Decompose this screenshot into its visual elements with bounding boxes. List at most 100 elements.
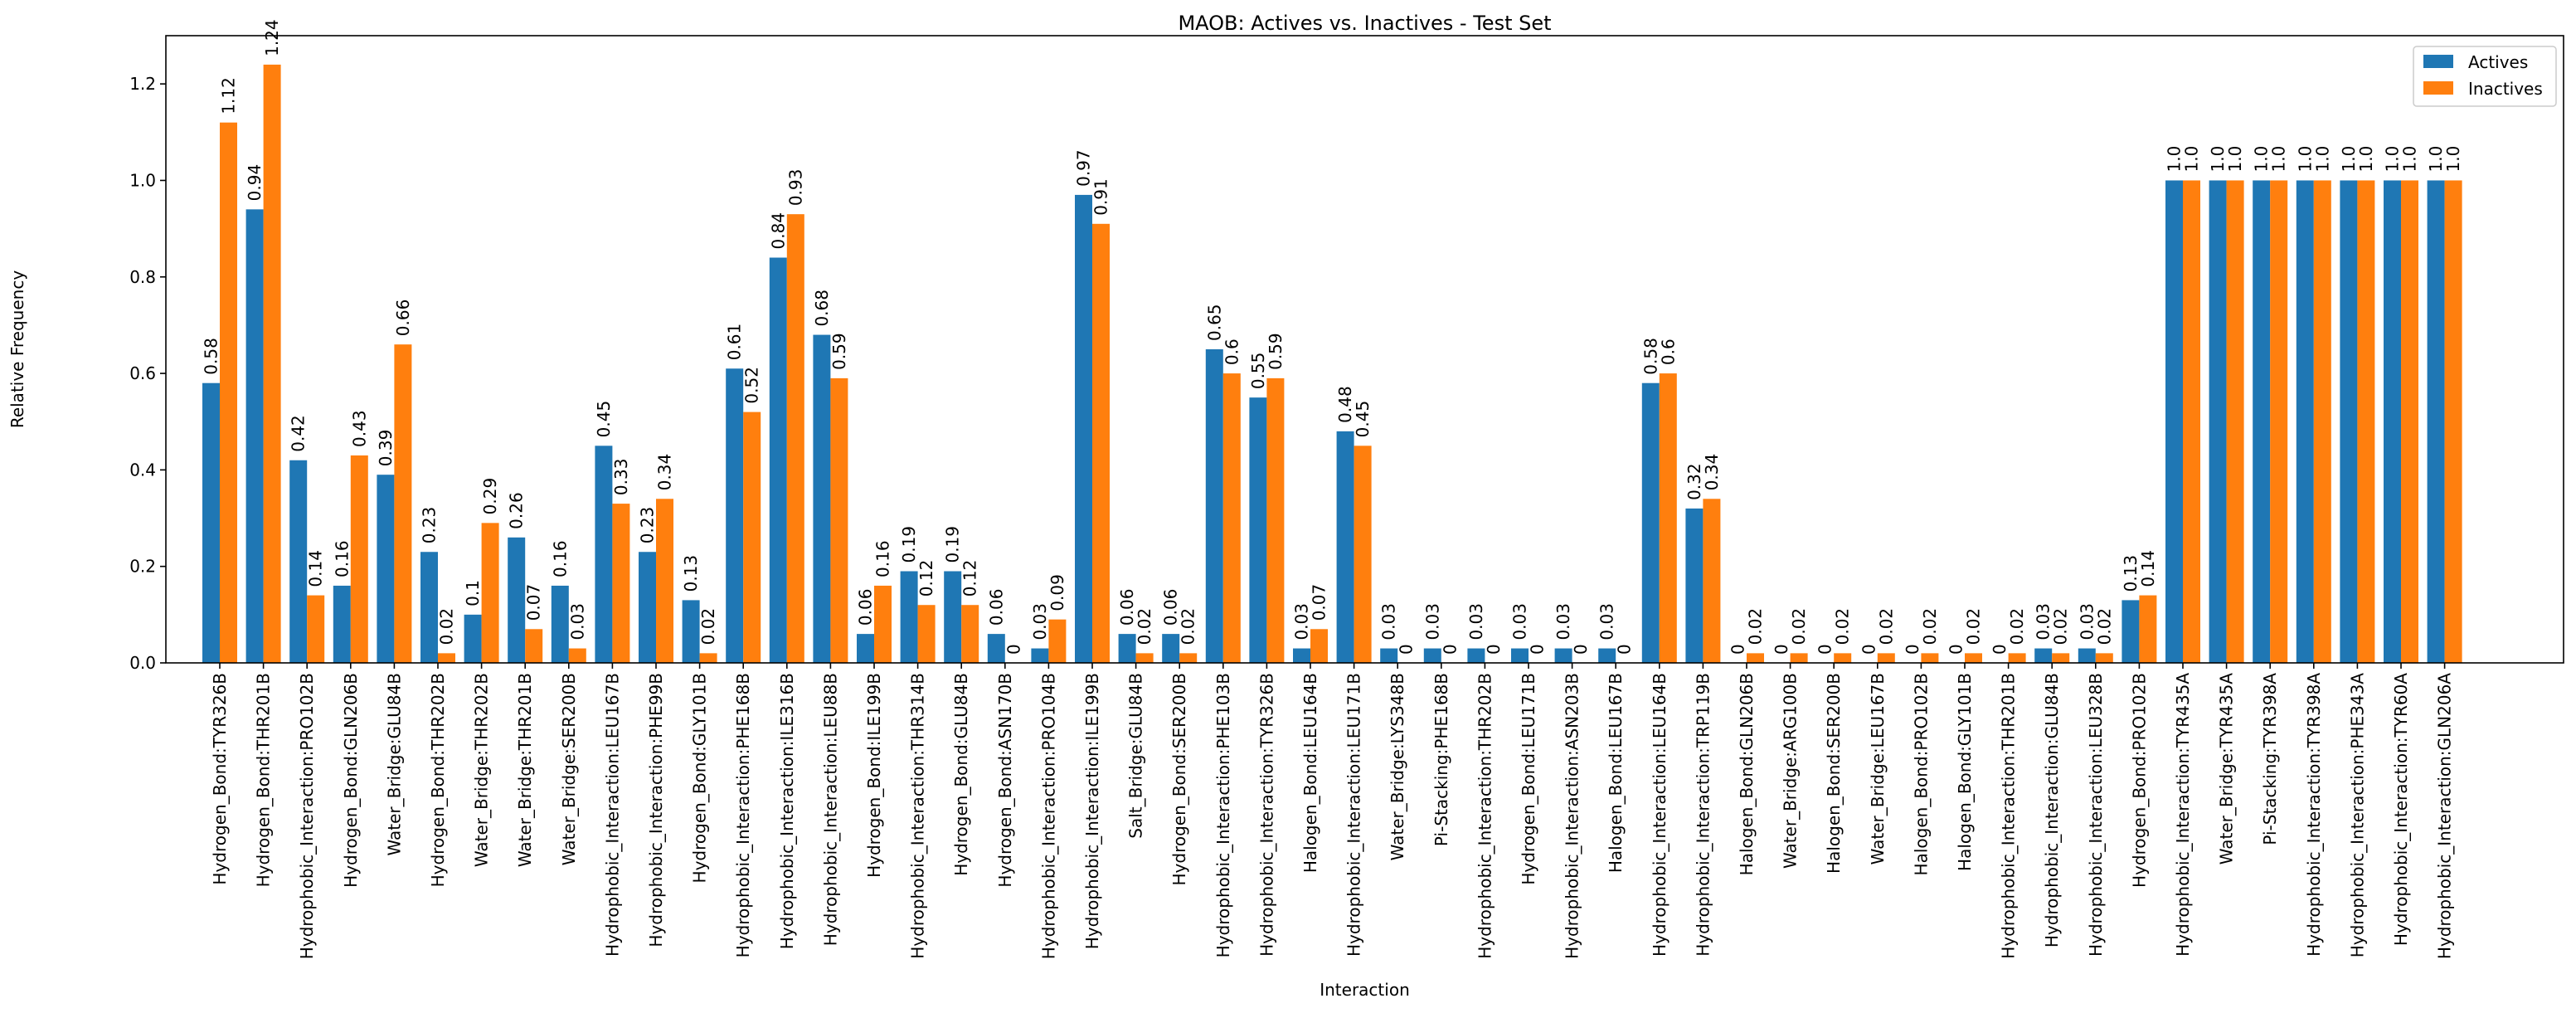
bar-actives-29	[1467, 648, 1485, 663]
bar-inactives-46	[2226, 180, 2244, 663]
bar-inactives-15	[874, 585, 892, 663]
x-tick-label-49: Hydrophobic_Interaction:PHE343A	[2347, 673, 2367, 958]
bar-label-actives-7: 0.26	[507, 492, 527, 529]
bar-inactives-33	[1659, 373, 1677, 663]
bar-inactives-50	[2401, 180, 2418, 663]
bar-label-actives-48: 1.0	[2295, 146, 2315, 173]
bar-label-inactives-1: 1.24	[262, 19, 282, 56]
x-tick-label-9: Hydrophobic_Interaction:LEU167B	[602, 673, 622, 957]
x-tick-label-28: Pi-Stacking:PHE168B	[1431, 673, 1451, 846]
bar-label-inactives-46: 1.0	[2225, 146, 2245, 173]
bar-inactives-16	[917, 605, 936, 663]
bar-label-actives-39: 0	[1903, 644, 1922, 655]
x-tick-label-19: Hydrophobic_Interaction:PRO104B	[1038, 673, 1058, 959]
x-tick-label-47: Pi-Stacking:TYR398A	[2260, 673, 2280, 845]
x-tick-label-6: Water_Bridge:THR202B	[472, 673, 492, 867]
x-tick-label-35: Halogen_Bond:GLN206B	[1737, 673, 1757, 875]
x-tick-label-30: Hydrogen_Bond:LEU171B	[1519, 673, 1538, 885]
bar-actives-5	[420, 552, 438, 663]
bar-actives-22	[1162, 634, 1180, 663]
bar-label-inactives-7: 0.07	[524, 584, 544, 621]
x-tick-label-12: Hydrophobic_Interaction:PHE168B	[733, 673, 753, 957]
bars-layer	[202, 64, 2462, 664]
x-tick-label-45: Hydrophobic_Interaction:TYR435A	[2173, 673, 2193, 957]
bar-label-inactives-18: 0	[1004, 644, 1023, 655]
x-tick-label-2: Hydrophobic_Interaction:PRO102B	[297, 673, 317, 959]
bar-inactives-4	[394, 344, 412, 663]
x-tick-label-50: Hydrophobic_Interaction:TYR60A	[2391, 673, 2411, 946]
x-tick-label-23: Hydrophobic_Interaction:PHE103B	[1213, 673, 1233, 957]
bar-label-actives-0: 0.58	[202, 338, 221, 375]
bar-inactives-21	[1135, 653, 1154, 663]
bar-inactives-36	[1790, 653, 1808, 663]
x-tick-label-7: Water_Bridge:THR201B	[515, 673, 535, 867]
x-axis-label: Interaction	[1320, 980, 1410, 1000]
bar-inactives-47	[2270, 180, 2288, 663]
bar-inactives-9	[612, 504, 630, 663]
bar-actives-0	[202, 382, 220, 663]
bar-label-actives-44: 0.13	[2121, 555, 2141, 592]
bar-label-actives-38: 0	[1859, 644, 1879, 655]
bar-label-inactives-13: 0.93	[785, 169, 805, 207]
bar-label-inactives-26: 0.45	[1353, 401, 1373, 438]
bar-label-actives-35: 0	[1728, 644, 1748, 655]
bar-label-actives-25: 0.03	[1292, 603, 1312, 640]
bar-inactives-13	[786, 214, 804, 663]
bar-inactives-43	[2095, 653, 2113, 663]
bar-label-actives-18: 0.06	[986, 589, 1006, 626]
bar-inactives-26	[1354, 446, 1372, 663]
bar-inactives-8	[568, 648, 586, 663]
bar-label-actives-15: 0.06	[856, 589, 876, 626]
bar-label-inactives-32: 0	[1615, 644, 1635, 655]
bar-label-actives-46: 1.0	[2208, 146, 2228, 173]
bar-label-inactives-39: 0.02	[1920, 608, 1940, 645]
y-tick-label-3: 0.6	[129, 363, 156, 383]
bar-label-actives-31: 0.03	[1553, 603, 1573, 640]
bar-actives-16	[900, 571, 918, 663]
x-tick-label-17: Hydrogen_Bond:GLU84B	[951, 673, 971, 876]
bar-actives-18	[987, 634, 1005, 663]
bar-label-actives-23: 0.65	[1204, 304, 1224, 341]
bar-label-inactives-6: 0.29	[480, 478, 500, 515]
bar-label-inactives-22: 0.02	[1179, 608, 1198, 645]
bar-actives-46	[2209, 180, 2227, 663]
bar-label-actives-33: 0.58	[1640, 338, 1660, 375]
bar-label-actives-50: 1.0	[2383, 146, 2403, 173]
bar-label-inactives-4: 0.66	[393, 300, 413, 337]
bar-inactives-45	[2183, 180, 2200, 663]
x-tick-label-39: Halogen_Bond:PRO102B	[1911, 673, 1931, 875]
bar-actives-4	[377, 475, 395, 663]
y-axis-label: Relative Frequency	[7, 270, 27, 428]
y-tick-label-6: 1.2	[129, 74, 156, 94]
bar-label-actives-1: 0.94	[245, 164, 265, 202]
bar-actives-24	[1249, 397, 1267, 663]
bar-label-inactives-50: 1.0	[2400, 146, 2420, 173]
bar-inactives-48	[2313, 180, 2331, 663]
x-tick-label-25: Halogen_Bond:LEU164B	[1300, 673, 1320, 873]
x-tick-label-29: Hydrophobic_Interaction:THR202B	[1475, 673, 1495, 959]
bar-label-inactives-45: 1.0	[2182, 146, 2202, 173]
x-tick-label-33: Hydrophobic_Interaction:LEU164B	[1650, 673, 1670, 957]
bar-label-inactives-41: 0.02	[2007, 608, 2027, 645]
bar-label-inactives-15: 0.16	[873, 540, 893, 577]
bar-label-inactives-14: 0.59	[829, 333, 849, 370]
x-tick-label-48: Hydrophobic_Interaction:TYR398A	[2304, 673, 2324, 957]
bar-actives-14	[813, 334, 831, 663]
bar-label-actives-26: 0.48	[1335, 386, 1355, 423]
bar-actives-17	[944, 571, 962, 663]
x-tick-label-26: Hydrophobic_Interaction:LEU171B	[1344, 673, 1364, 957]
bar-label-inactives-21: 0.02	[1135, 608, 1154, 645]
bar-actives-21	[1118, 634, 1136, 663]
bar-inactives-11	[699, 653, 717, 663]
bar-label-inactives-24: 0.59	[1266, 333, 1286, 370]
bar-label-inactives-43: 0.02	[2094, 608, 2114, 645]
bar-inactives-40	[1965, 653, 1982, 663]
bar-label-actives-36: 0	[1772, 644, 1791, 655]
x-tick-label-0: Hydrogen_Bond:TYR326B	[210, 673, 230, 885]
bar-actives-32	[1598, 648, 1616, 663]
x-tick-label-22: Hydrogen_Bond:SER200B	[1169, 673, 1189, 885]
bar-label-inactives-0: 1.12	[219, 77, 239, 114]
bar-actives-44	[2122, 600, 2140, 663]
bar-label-actives-13: 0.84	[768, 212, 788, 250]
x-tick-label-18: Hydrogen_Bond:ASN170B	[995, 673, 1015, 888]
